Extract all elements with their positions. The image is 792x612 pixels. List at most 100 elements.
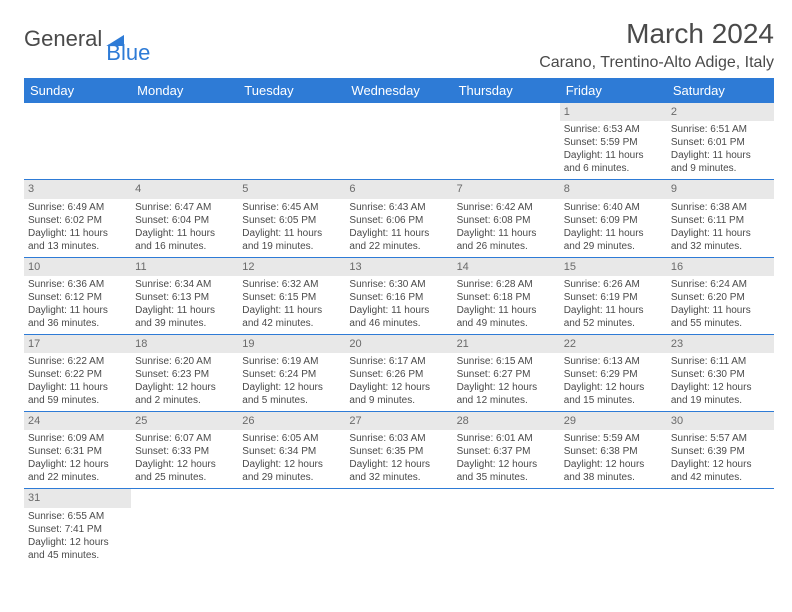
- day-text: Sunrise: 6:19 AMSunset: 6:24 PMDaylight:…: [238, 353, 345, 411]
- calendar-cell: 13Sunrise: 6:30 AMSunset: 6:16 PMDayligh…: [345, 257, 452, 334]
- logo: General Blue: [24, 26, 150, 52]
- day-line: Sunset: 6:27 PM: [457, 368, 556, 381]
- day-text: Sunrise: 6:15 AMSunset: 6:27 PMDaylight:…: [453, 353, 560, 411]
- day-line: Sunrise: 6:19 AM: [242, 355, 341, 368]
- calendar-cell: 17Sunrise: 6:22 AMSunset: 6:22 PMDayligh…: [24, 334, 131, 411]
- day-number: 19: [238, 335, 345, 353]
- day-line: Sunrise: 5:57 AM: [671, 432, 770, 445]
- calendar-cell: 5Sunrise: 6:45 AMSunset: 6:05 PMDaylight…: [238, 180, 345, 257]
- calendar-cell: [560, 489, 667, 566]
- day-line: Sunrise: 6:45 AM: [242, 201, 341, 214]
- day-text: Sunrise: 6:09 AMSunset: 6:31 PMDaylight:…: [24, 430, 131, 488]
- day-line: Sunrise: 6:49 AM: [28, 201, 127, 214]
- day-text: Sunrise: 6:07 AMSunset: 6:33 PMDaylight:…: [131, 430, 238, 488]
- day-line: Sunrise: 6:24 AM: [671, 278, 770, 291]
- weekday-header: Friday: [560, 78, 667, 103]
- day-line: Sunset: 6:26 PM: [349, 368, 448, 381]
- day-text: Sunrise: 6:17 AMSunset: 6:26 PMDaylight:…: [345, 353, 452, 411]
- day-number: 24: [24, 412, 131, 430]
- calendar-cell: [453, 489, 560, 566]
- day-number: 29: [560, 412, 667, 430]
- day-line: Sunrise: 6:26 AM: [564, 278, 663, 291]
- day-text: Sunrise: 6:55 AMSunset: 7:41 PMDaylight:…: [24, 508, 131, 566]
- day-number: 16: [667, 258, 774, 276]
- day-line: Sunset: 6:04 PM: [135, 214, 234, 227]
- calendar-cell: [238, 103, 345, 180]
- day-line: Sunrise: 6:55 AM: [28, 510, 127, 523]
- day-line: Daylight: 11 hours and 29 minutes.: [564, 227, 663, 253]
- calendar-row: 17Sunrise: 6:22 AMSunset: 6:22 PMDayligh…: [24, 334, 774, 411]
- day-line: Daylight: 11 hours and 36 minutes.: [28, 304, 127, 330]
- calendar-row: 24Sunrise: 6:09 AMSunset: 6:31 PMDayligh…: [24, 412, 774, 489]
- weekday-header: Sunday: [24, 78, 131, 103]
- calendar-cell: 22Sunrise: 6:13 AMSunset: 6:29 PMDayligh…: [560, 334, 667, 411]
- calendar-cell: 23Sunrise: 6:11 AMSunset: 6:30 PMDayligh…: [667, 334, 774, 411]
- calendar-cell: 18Sunrise: 6:20 AMSunset: 6:23 PMDayligh…: [131, 334, 238, 411]
- calendar-cell: 11Sunrise: 6:34 AMSunset: 6:13 PMDayligh…: [131, 257, 238, 334]
- day-line: Daylight: 11 hours and 52 minutes.: [564, 304, 663, 330]
- day-text: [560, 508, 667, 514]
- day-line: Daylight: 12 hours and 22 minutes.: [28, 458, 127, 484]
- day-line: Sunrise: 6:47 AM: [135, 201, 234, 214]
- day-text: Sunrise: 6:42 AMSunset: 6:08 PMDaylight:…: [453, 199, 560, 257]
- day-line: Daylight: 12 hours and 9 minutes.: [349, 381, 448, 407]
- day-line: Sunset: 6:38 PM: [564, 445, 663, 458]
- day-number: 27: [345, 412, 452, 430]
- day-text: Sunrise: 6:45 AMSunset: 6:05 PMDaylight:…: [238, 199, 345, 257]
- day-line: Daylight: 12 hours and 5 minutes.: [242, 381, 341, 407]
- day-line: Daylight: 11 hours and 55 minutes.: [671, 304, 770, 330]
- day-line: Daylight: 12 hours and 35 minutes.: [457, 458, 556, 484]
- day-text: Sunrise: 6:40 AMSunset: 6:09 PMDaylight:…: [560, 199, 667, 257]
- day-line: Sunset: 6:24 PM: [242, 368, 341, 381]
- day-text: Sunrise: 6:01 AMSunset: 6:37 PMDaylight:…: [453, 430, 560, 488]
- day-text: [238, 508, 345, 514]
- calendar-table: SundayMondayTuesdayWednesdayThursdayFrid…: [24, 78, 774, 566]
- day-line: Sunset: 6:39 PM: [671, 445, 770, 458]
- day-line: Daylight: 12 hours and 25 minutes.: [135, 458, 234, 484]
- calendar-cell: 28Sunrise: 6:01 AMSunset: 6:37 PMDayligh…: [453, 412, 560, 489]
- calendar-row: 1Sunrise: 6:53 AMSunset: 5:59 PMDaylight…: [24, 103, 774, 180]
- calendar-row: 10Sunrise: 6:36 AMSunset: 6:12 PMDayligh…: [24, 257, 774, 334]
- day-text: [345, 508, 452, 514]
- day-line: Sunset: 6:20 PM: [671, 291, 770, 304]
- day-line: Sunrise: 6:28 AM: [457, 278, 556, 291]
- day-text: [238, 121, 345, 127]
- day-number: 15: [560, 258, 667, 276]
- day-line: Sunrise: 6:42 AM: [457, 201, 556, 214]
- day-line: Sunset: 6:30 PM: [671, 368, 770, 381]
- calendar-cell: 6Sunrise: 6:43 AMSunset: 6:06 PMDaylight…: [345, 180, 452, 257]
- weekday-header: Thursday: [453, 78, 560, 103]
- day-number: 17: [24, 335, 131, 353]
- page-title: March 2024: [539, 18, 774, 50]
- calendar-cell: [131, 489, 238, 566]
- day-line: Daylight: 12 hours and 19 minutes.: [671, 381, 770, 407]
- weekday-row: SundayMondayTuesdayWednesdayThursdayFrid…: [24, 78, 774, 103]
- location-label: Carano, Trentino-Alto Adige, Italy: [539, 54, 774, 72]
- calendar-cell: [131, 103, 238, 180]
- day-text: Sunrise: 6:53 AMSunset: 5:59 PMDaylight:…: [560, 121, 667, 179]
- day-line: Sunrise: 6:32 AM: [242, 278, 341, 291]
- day-number: 20: [345, 335, 452, 353]
- calendar-cell: [238, 489, 345, 566]
- day-text: Sunrise: 6:51 AMSunset: 6:01 PMDaylight:…: [667, 121, 774, 179]
- day-line: Sunset: 5:59 PM: [564, 136, 663, 149]
- calendar-cell: 29Sunrise: 5:59 AMSunset: 6:38 PMDayligh…: [560, 412, 667, 489]
- calendar-body: 1Sunrise: 6:53 AMSunset: 5:59 PMDaylight…: [24, 103, 774, 566]
- calendar-cell: 21Sunrise: 6:15 AMSunset: 6:27 PMDayligh…: [453, 334, 560, 411]
- calendar-row: 3Sunrise: 6:49 AMSunset: 6:02 PMDaylight…: [24, 180, 774, 257]
- day-line: Daylight: 12 hours and 42 minutes.: [671, 458, 770, 484]
- day-text: Sunrise: 6:13 AMSunset: 6:29 PMDaylight:…: [560, 353, 667, 411]
- day-line: Daylight: 11 hours and 59 minutes.: [28, 381, 127, 407]
- day-number: 8: [560, 180, 667, 198]
- logo-text-general: General: [24, 26, 102, 52]
- day-number: 22: [560, 335, 667, 353]
- calendar-cell: 19Sunrise: 6:19 AMSunset: 6:24 PMDayligh…: [238, 334, 345, 411]
- day-number: 7: [453, 180, 560, 198]
- day-line: Daylight: 11 hours and 9 minutes.: [671, 149, 770, 175]
- day-line: Sunset: 7:41 PM: [28, 523, 127, 536]
- day-line: Sunrise: 6:43 AM: [349, 201, 448, 214]
- day-line: Sunset: 6:08 PM: [457, 214, 556, 227]
- calendar-cell: 9Sunrise: 6:38 AMSunset: 6:11 PMDaylight…: [667, 180, 774, 257]
- day-line: Sunrise: 6:30 AM: [349, 278, 448, 291]
- calendar-cell: 7Sunrise: 6:42 AMSunset: 6:08 PMDaylight…: [453, 180, 560, 257]
